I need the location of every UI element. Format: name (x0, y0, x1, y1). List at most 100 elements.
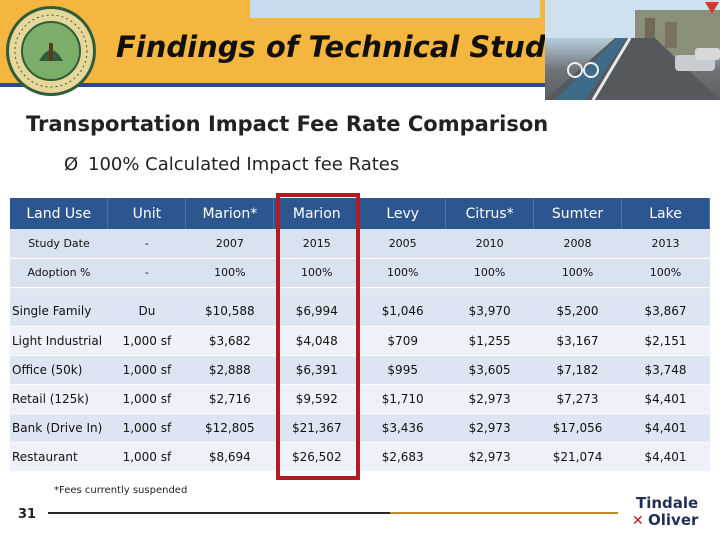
table-cell: $3,682 (185, 326, 274, 356)
table-cell: 2007 (185, 229, 274, 259)
bullet-text: 100% Calculated Impact fee Rates (88, 154, 400, 175)
table-cell: 2013 (621, 229, 710, 259)
table-cell: Study Date (10, 229, 108, 259)
logo-line-2: Oliver (648, 511, 699, 529)
table-row: Bank (Drive In) 1,000 sf $12,805 $21,367… (10, 413, 710, 443)
study-date-row: Study Date - 2007 2015 2005 2010 2008 20… (10, 229, 710, 259)
table-cell: $21,074 (533, 442, 622, 472)
table-cell: 1,000 sf (107, 326, 186, 356)
table-cell: $1,710 (359, 384, 446, 414)
table-cell: 1,000 sf (107, 413, 186, 443)
table-cell: $12,805 (185, 413, 274, 443)
footer-rule (48, 512, 618, 514)
land-use-cell: Restaurant (10, 442, 108, 472)
table-cell: $1,046 (359, 297, 446, 327)
table-cell: $8,694 (185, 442, 274, 472)
table-cell: $3,867 (621, 297, 710, 327)
table-row: Office (50k) 1,000 sf $2,888 $6,391 $995… (10, 355, 710, 385)
table-row: Light Industrial 1,000 sf $3,682 $4,048 … (10, 326, 710, 356)
land-use-cell: Single Family (10, 297, 108, 327)
table-cell: $995 (359, 355, 446, 385)
table-cell: 1,000 sf (107, 442, 186, 472)
impact-fee-table: Land Use Unit Marion* Marion Levy Citrus… (10, 198, 710, 472)
table-cell: $6,391 (273, 355, 360, 385)
page-number: 31 (18, 507, 37, 522)
table-cell: 100% (273, 258, 360, 288)
land-use-cell: Office (50k) (10, 355, 108, 385)
table-spacer-row (10, 287, 710, 297)
table-cell: $3,167 (533, 326, 622, 356)
table-cell: $4,401 (621, 413, 710, 443)
table-cell: $4,401 (621, 442, 710, 472)
adoption-row: Adoption % - 100% 100% 100% 100% 100% 10… (10, 258, 710, 288)
table-header-row: Land Use Unit Marion* Marion Levy Citrus… (10, 198, 710, 229)
table-cell: Du (107, 297, 186, 327)
table-cell: $2,973 (445, 442, 534, 472)
land-use-cell: Retail (125k) (10, 384, 108, 414)
column-header: Sumter (533, 198, 623, 229)
bike-lane-photo (545, 0, 720, 100)
table-cell: $2,888 (185, 355, 274, 385)
table-row: Retail (125k) 1,000 sf $2,716 $9,592 $1,… (10, 384, 710, 414)
logo-line-1: Tindale (636, 494, 699, 512)
table-cell: 100% (621, 258, 710, 288)
column-header: Levy (359, 198, 447, 229)
table-cell: 2015 (273, 229, 360, 259)
table-cell: $9,592 (273, 384, 360, 414)
land-use-cell: Bank (Drive In) (10, 413, 108, 443)
table-cell: $4,048 (273, 326, 360, 356)
column-header: Lake (621, 198, 710, 229)
banner-rule (0, 83, 545, 87)
seal-ring-icon (14, 14, 88, 88)
table-cell: 1,000 sf (107, 384, 186, 414)
table-cell: $1,255 (445, 326, 534, 356)
table-cell: 100% (445, 258, 534, 288)
column-header: Land Use (10, 198, 109, 229)
table-row: Restaurant 1,000 sf $8,694 $26,502 $2,68… (10, 442, 710, 472)
table-cell: 2008 (533, 229, 622, 259)
table-cell: $26,502 (273, 442, 360, 472)
table-cell: - (107, 229, 186, 259)
table-cell: 100% (359, 258, 446, 288)
column-header: Marion (273, 198, 361, 229)
table-cell: 100% (185, 258, 274, 288)
table-cell: $3,748 (621, 355, 710, 385)
table-cell: 100% (533, 258, 622, 288)
table-cell: $7,182 (533, 355, 622, 385)
spacer-cell (10, 287, 710, 297)
table-cell: Adoption % (10, 258, 108, 288)
tindale-oliver-logo: Tindale ✕ Oliver (632, 496, 718, 536)
table-cell: $2,716 (185, 384, 274, 414)
arrow-bullet-icon: Ø (64, 154, 79, 175)
table-cell: $2,151 (621, 326, 710, 356)
county-seal-logo (6, 6, 96, 96)
table-cell: $5,200 (533, 297, 622, 327)
table-cell: $2,683 (359, 442, 446, 472)
table-cell: 1,000 sf (107, 355, 186, 385)
page-title: Findings of Technical Study (116, 30, 565, 64)
table-cell: $4,401 (621, 384, 710, 414)
section-subtitle: Transportation Impact Fee Rate Compariso… (26, 112, 549, 136)
footnote: *Fees currently suspended (54, 485, 188, 496)
table-cell: $2,973 (445, 413, 534, 443)
table-row: Single Family Du $10,588 $6,994 $1,046 $… (10, 297, 710, 327)
bullet-line: Ø 100% Calculated Impact fee Rates (64, 154, 399, 175)
table-cell: $2,973 (445, 384, 534, 414)
table-cell: $21,367 (273, 413, 360, 443)
table-cell: $3,605 (445, 355, 534, 385)
table-cell: $709 (359, 326, 446, 356)
table-cell: $3,436 (359, 413, 446, 443)
logo-mark-icon: ✕ (632, 513, 644, 529)
column-header: Marion* (185, 198, 275, 229)
table-cell: $10,588 (185, 297, 274, 327)
table-cell: $3,970 (445, 297, 534, 327)
table-cell: $7,273 (533, 384, 622, 414)
land-use-cell: Light Industrial (10, 326, 108, 356)
top-accent-bar-blue (250, 0, 540, 18)
table-cell: - (107, 258, 186, 288)
table-cell: 2005 (359, 229, 446, 259)
column-header: Citrus* (445, 198, 535, 229)
table-cell: $6,994 (273, 297, 360, 327)
table-cell: $17,056 (533, 413, 622, 443)
table-cell: 2010 (445, 229, 534, 259)
